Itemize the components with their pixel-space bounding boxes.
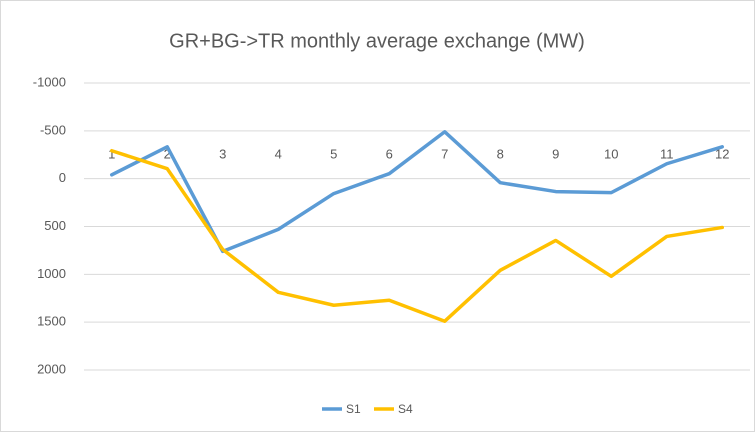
- y-tick-label: 1000: [37, 266, 66, 281]
- x-tick-label: 11: [660, 146, 674, 161]
- x-tick-label: 6: [386, 146, 393, 161]
- x-tick-label: 10: [604, 146, 618, 161]
- y-tick-label: 500: [44, 218, 66, 233]
- x-tick-label: 7: [441, 146, 448, 161]
- y-tick-label: 1500: [37, 314, 66, 329]
- x-tick-label: 3: [219, 146, 226, 161]
- x-tick-label: 9: [552, 146, 559, 161]
- x-tick-label: 8: [497, 146, 504, 161]
- y-tick-label: -500: [40, 122, 66, 137]
- x-tick-label: 4: [275, 146, 282, 161]
- y-tick-label: 0: [59, 170, 66, 185]
- legend-label: S4: [398, 402, 413, 416]
- y-tick-label: 2000: [37, 361, 66, 376]
- x-tick-label: 1: [108, 146, 115, 161]
- y-tick-label: -1000: [33, 74, 66, 89]
- x-tick-label: 2: [164, 146, 171, 161]
- x-tick-label: 5: [330, 146, 337, 161]
- series-line: [110, 148, 724, 323]
- x-tick-label: 12: [715, 146, 729, 161]
- legend-label: S1: [346, 402, 361, 416]
- chart-title: GR+BG->TR monthly average exchange (MW): [169, 30, 585, 52]
